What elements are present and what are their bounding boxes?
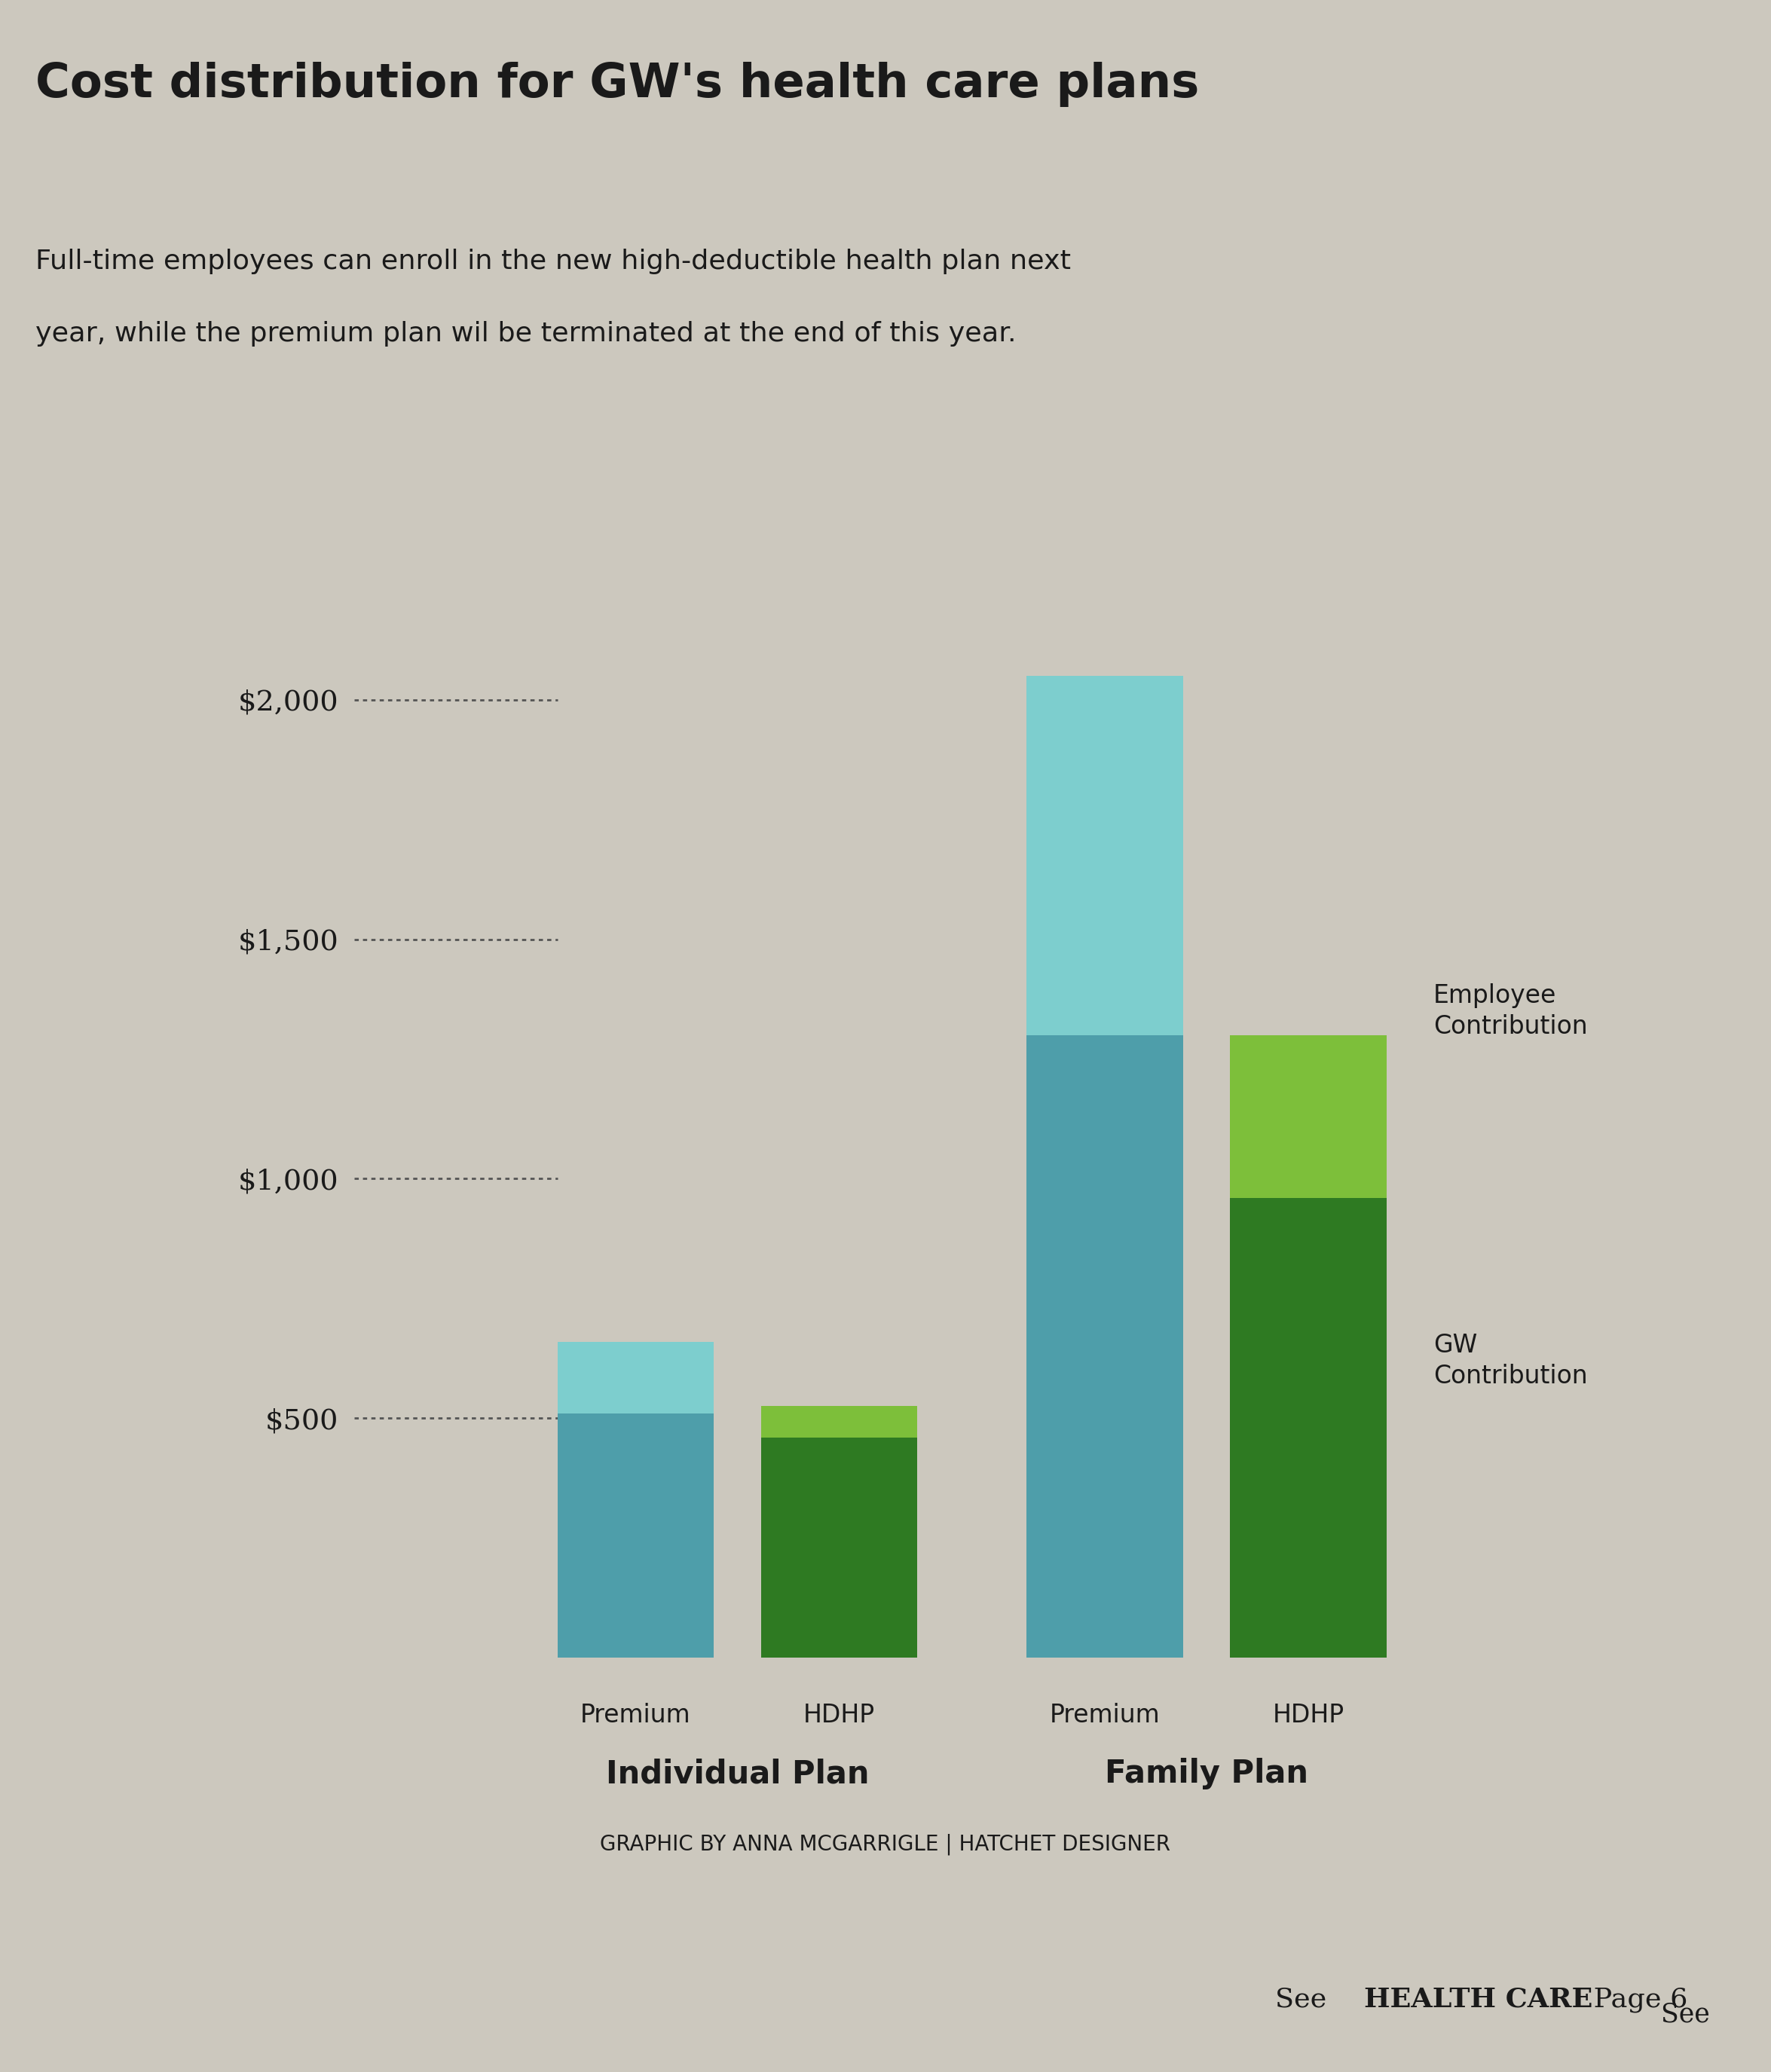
Bar — [1027, 1036, 1183, 1658]
Text: HDHP: HDHP — [804, 1703, 875, 1728]
Text: GW
Contribution: GW Contribution — [1433, 1332, 1587, 1388]
Bar — [558, 1341, 714, 1413]
Text: HEALTH CARE: HEALTH CARE — [1364, 1987, 1592, 2012]
Bar — [1231, 1198, 1387, 1658]
Text: Premium: Premium — [581, 1703, 691, 1728]
Text: See: See — [1661, 2002, 1718, 2026]
Bar — [1027, 675, 1183, 1036]
Text: Family Plan: Family Plan — [1105, 1759, 1309, 1790]
Text: Premium: Premium — [1050, 1703, 1160, 1728]
Text: Individual Plan: Individual Plan — [606, 1759, 870, 1790]
Text: See             Page 6: See Page 6 — [1275, 2002, 1718, 2026]
Text: Full-time employees can enroll in the new high-deductible health plan next: Full-time employees can enroll in the ne… — [35, 249, 1071, 274]
Text: Employee
Contribution: Employee Contribution — [1433, 984, 1587, 1038]
Bar — [762, 1438, 917, 1658]
Bar — [762, 1407, 917, 1438]
Bar — [558, 1413, 714, 1658]
Bar — [1231, 1036, 1387, 1198]
Text: GRAPHIC BY ANNA MCGARRIGLE | HATCHET DESIGNER: GRAPHIC BY ANNA MCGARRIGLE | HATCHET DES… — [600, 1834, 1171, 1854]
Text: HDHP: HDHP — [1272, 1703, 1344, 1728]
Text: See: See — [1275, 1987, 1335, 2012]
Text: Page 6: Page 6 — [1585, 1987, 1688, 2012]
Text: year, while the premium plan wil be terminated at the end of this year.: year, while the premium plan wil be term… — [35, 321, 1017, 346]
Text: Cost distribution for GW's health care plans: Cost distribution for GW's health care p… — [35, 62, 1199, 108]
